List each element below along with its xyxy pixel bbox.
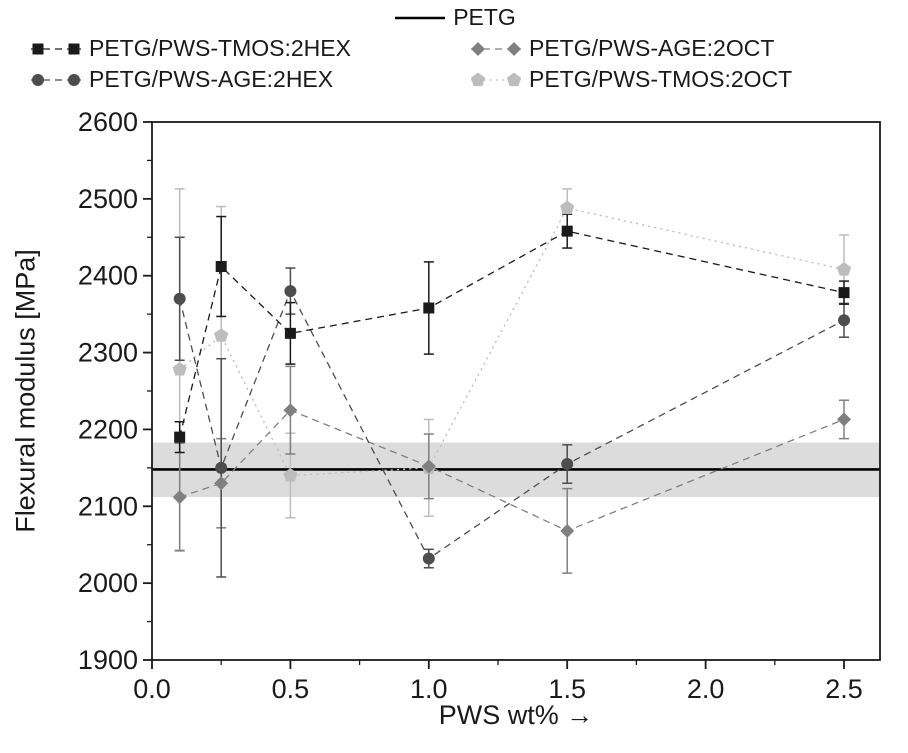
series-line: [179, 289, 845, 560]
legend-marker-icon: [395, 16, 446, 19]
marker-square: [423, 302, 435, 314]
marker-circle: [173, 292, 186, 305]
marker-circle: [68, 73, 80, 86]
legend-row: PETG: [0, 2, 908, 33]
x-tick-label: 1.5: [548, 674, 586, 704]
marker-diamond: [560, 523, 575, 538]
series-line: [179, 207, 845, 477]
legend-row: PETG/PWS-TMOS:2HEX PETG/PWS-AGE:2OCT: [0, 33, 908, 64]
marker-circle: [284, 285, 297, 298]
marker-circle: [32, 73, 44, 86]
marker-diamond: [507, 41, 521, 56]
marker-pentagon: [214, 328, 229, 342]
marker-diamond: [214, 476, 229, 491]
right-arrow-icon: →: [566, 700, 594, 730]
legend-label: PETG/PWS-TMOS:2HEX: [89, 35, 351, 61]
marker-square: [284, 327, 296, 339]
x-axis-label-text: PWS wt%: [438, 700, 559, 730]
y-axis-label: Flexural modulus [MPa]: [10, 249, 41, 533]
marker-pentagon: [836, 262, 852, 276]
y-tick-label: 1900: [78, 645, 138, 675]
marker-diamond: [283, 403, 298, 418]
legend-marker-icon: [31, 43, 81, 54]
marker-pentagon: [283, 468, 298, 482]
legend-row: PETG/PWS-AGE:2HEX PETG/PWS-TMOS:2OCT: [0, 64, 908, 95]
x-tick-label: 2.5: [825, 674, 863, 704]
x-axis-label: PWS wt% →: [152, 700, 880, 731]
marker-pentagon: [560, 200, 575, 215]
legend-item: PETG/PWS-AGE:2OCT: [468, 35, 908, 62]
marker-circle: [838, 314, 851, 327]
legend-item: PETG/PWS-TMOS:2HEX: [28, 35, 468, 62]
x-tick-label: 2.0: [687, 674, 725, 704]
y-tick-label: 2600: [78, 107, 138, 137]
marker-diamond: [471, 41, 485, 56]
series-line: [179, 230, 845, 438]
y-tick-label: 2100: [78, 491, 138, 521]
legend-marker-icon: [470, 72, 522, 86]
marker-circle: [561, 458, 574, 471]
marker-pentagon: [506, 72, 522, 86]
marker-circle: [422, 552, 435, 565]
marker-diamond: [837, 412, 852, 427]
y-tick-label: 2500: [78, 184, 138, 214]
legend-marker-icon: [471, 41, 521, 56]
marker-square: [68, 43, 80, 54]
marker-square: [215, 260, 227, 272]
chart-legend: PETG PETG/PWS-TMOS:2HEX PETG/PWS-AGE:2OCT P…: [0, 2, 908, 95]
legend-label: PETG/PWS-AGE:2OCT: [529, 35, 775, 61]
plot-frame: [151, 121, 881, 661]
y-tick-label: 2200: [78, 414, 138, 444]
legend-label: PETG/PWS-AGE:2HEX: [89, 66, 334, 92]
y-tick-label: 2300: [78, 338, 138, 368]
series-line: [179, 409, 845, 532]
x-tick-label: 1.0: [410, 674, 448, 704]
marker-square: [838, 287, 850, 299]
marker-square: [561, 225, 573, 237]
legend-label: PETG: [453, 4, 516, 30]
legend-item: PETG: [392, 4, 516, 31]
legend-marker-icon: [31, 73, 81, 86]
marker-diamond: [172, 490, 187, 505]
marker-square: [32, 43, 44, 54]
legend-item: PETG/PWS-TMOS:2OCT: [468, 66, 908, 93]
marker-square: [174, 431, 186, 443]
x-tick-label: 0.5: [272, 674, 310, 704]
legend-item: PETG/PWS-AGE:2HEX: [28, 66, 468, 93]
marker-pentagon: [470, 72, 486, 86]
marker-circle: [215, 461, 228, 474]
y-tick-label: 2400: [78, 261, 138, 291]
marker-diamond: [421, 459, 436, 474]
x-tick-label: 0.0: [133, 674, 171, 704]
legend-label: PETG/PWS-TMOS:2OCT: [529, 66, 793, 92]
marker-pentagon: [172, 362, 187, 376]
y-tick-label: 2000: [78, 568, 138, 598]
